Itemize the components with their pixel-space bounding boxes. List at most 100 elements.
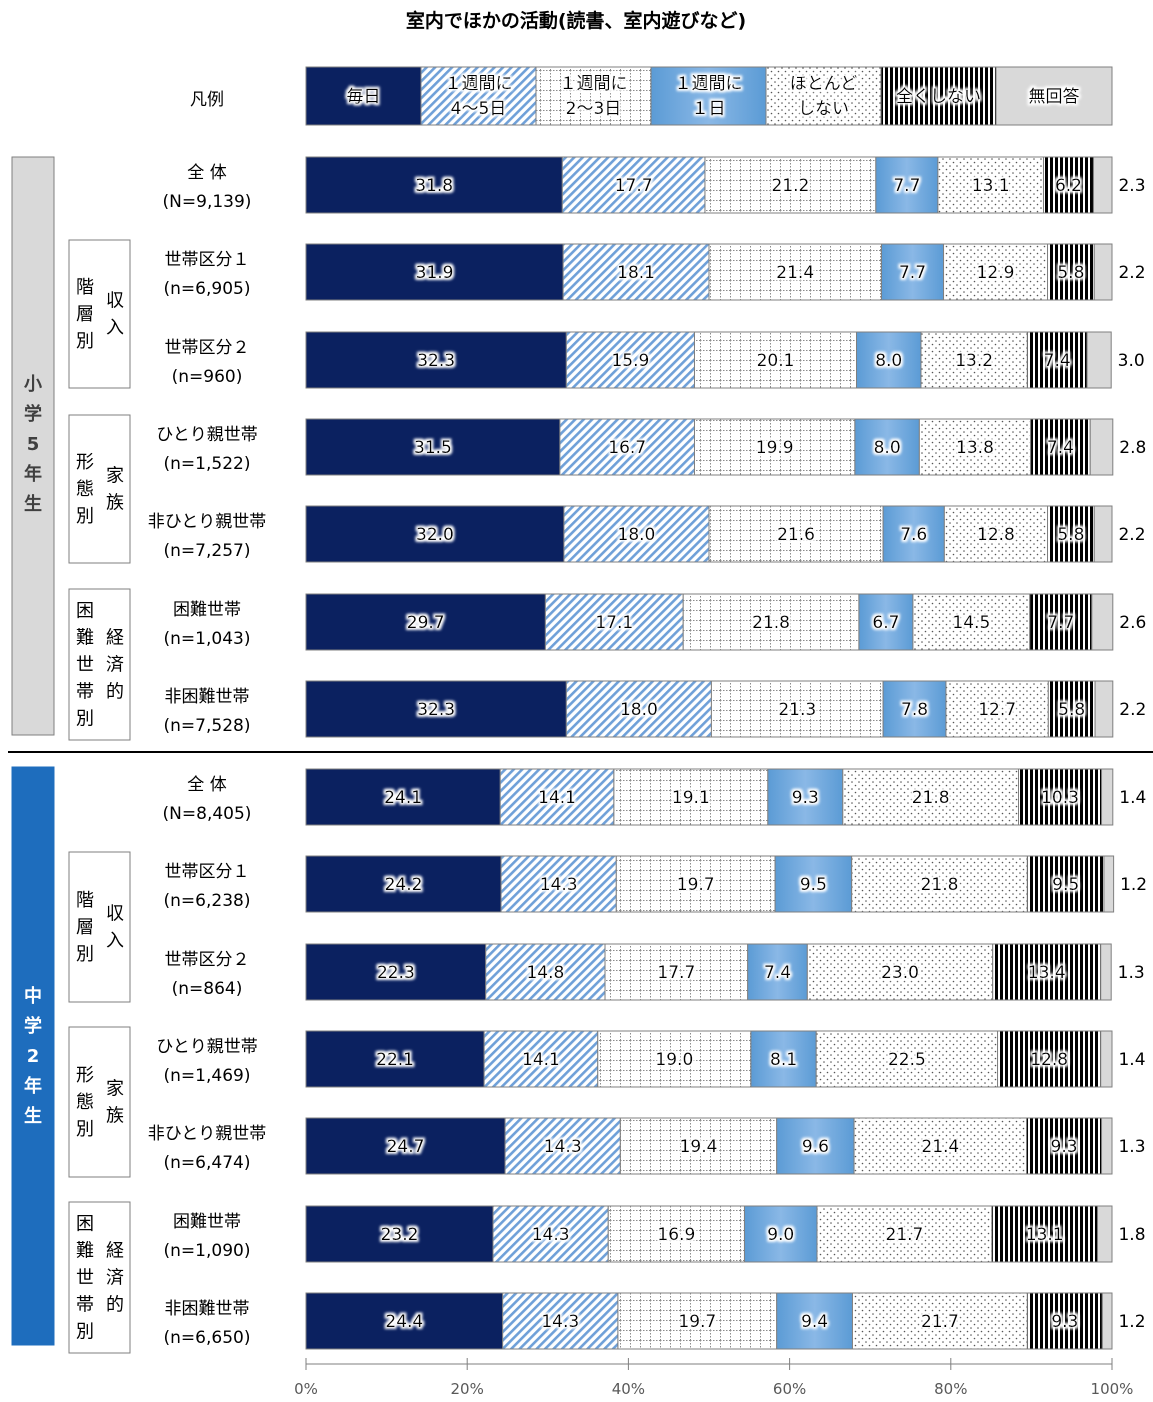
category-group-outer-char: 層: [76, 917, 94, 938]
value-label: 18.1: [617, 263, 655, 283]
category-group-frame: [68, 851, 131, 1003]
value-label: 2.6: [1119, 613, 1146, 633]
category-group-outer-char: 階: [76, 277, 94, 298]
category-group-inner-char: 済: [106, 655, 124, 676]
category-group-outer-char: 態: [76, 1092, 94, 1113]
group-label-char: 学: [24, 1015, 42, 1037]
value-label: 7.7: [893, 176, 920, 196]
category-group-inner-char: 収: [106, 904, 124, 925]
value-label: 14.1: [522, 1050, 560, 1070]
category-group-outer-char: 態: [76, 479, 94, 500]
row-label: 困難世帯: [173, 1212, 241, 1232]
bar-segment: [1026, 855, 1105, 913]
value-label: 16.9: [657, 1225, 695, 1245]
legend-title: 凡例: [190, 90, 224, 110]
legend-item: 無回答: [995, 66, 1113, 126]
row-label: ひとり親世帯: [156, 425, 258, 445]
legend-label: 4～5日: [451, 99, 507, 119]
x-tick-label: 0%: [294, 1380, 318, 1398]
legend-label: 2～3日: [566, 99, 622, 119]
value-label: 9.6: [802, 1137, 829, 1157]
value-label: 21.6: [777, 525, 815, 545]
value-label: 9.0: [767, 1225, 794, 1245]
bar-segment: [816, 1205, 993, 1263]
bar-segment: [305, 768, 501, 826]
category-group-outer-char: 形: [76, 1065, 94, 1086]
group-label-box: [11, 766, 55, 1346]
legend-swatch: [650, 66, 767, 126]
value-label: 6.7: [872, 613, 899, 633]
value-label: 14.3: [544, 1137, 582, 1157]
value-label: 32.3: [417, 700, 455, 720]
bar-segment: [1086, 331, 1112, 389]
x-tick-label: 100%: [1091, 1380, 1134, 1398]
bar-row: 全 体 (N=8,405) 24.1 14.1 19.1 9.3 21.8 10.3 1.4: [163, 768, 1146, 826]
bar-segment: [500, 855, 617, 913]
bar-segment: [305, 680, 567, 738]
value-label: 22.5: [888, 1050, 926, 1070]
value-label: 14.3: [532, 1225, 570, 1245]
group-label-char: 年: [24, 463, 42, 485]
bar-segment: [619, 1117, 778, 1175]
bar-segment: [607, 1205, 745, 1263]
value-label: 21.2: [771, 176, 809, 196]
bar-segment: [774, 855, 853, 913]
legend-swatch: [880, 66, 997, 126]
value-label: 1.3: [1118, 1137, 1145, 1157]
x-tick-label: 80%: [934, 1380, 967, 1398]
value-label: 7.4: [764, 963, 791, 983]
category-group-outer-char: 別: [76, 1322, 94, 1343]
value-label: 9.5: [1052, 875, 1079, 895]
value-label: 3.0: [1118, 351, 1145, 371]
bar-row: 非困難世帯 (n=7,528) 32.3 18.0 21.3 7.8 12.7 5.8 2.2: [164, 680, 1146, 738]
bar-segment: [1094, 680, 1114, 738]
bar-segment: [499, 768, 615, 826]
category-group-outer-char: 階: [76, 890, 94, 911]
row-label: ひとり親世帯: [156, 1037, 258, 1057]
bar-segment: [806, 943, 994, 1001]
group-label-box: [11, 156, 55, 736]
row-label: 世帯区分１: [165, 250, 250, 270]
category-group-outer-char: 帯: [76, 1295, 94, 1316]
category-group-inner-char: 的: [106, 1295, 124, 1316]
bar-segment: [693, 418, 856, 476]
value-label: 31.9: [416, 263, 454, 283]
value-label: 2.2: [1118, 263, 1145, 283]
row-sample-size: (n=6,650): [164, 1328, 251, 1348]
bar-segment: [747, 943, 808, 1001]
bar-segment: [743, 1205, 818, 1263]
value-label: 9.5: [800, 875, 827, 895]
bar-segment: [305, 505, 565, 563]
value-label: 7.4: [1044, 351, 1071, 371]
value-label: 8.1: [770, 1050, 797, 1070]
row-sample-size: (N=8,405): [163, 804, 252, 824]
value-label: 1.2: [1118, 1312, 1145, 1332]
bar-segment: [997, 1030, 1102, 1088]
bar-segment: [1047, 505, 1095, 563]
bar-segment: [875, 156, 939, 214]
value-label: 6.2: [1055, 176, 1082, 196]
value-label: 15.9: [611, 351, 649, 371]
value-label: 32.0: [416, 525, 454, 545]
value-label: 29.7: [407, 613, 445, 633]
bar-segment: [502, 1292, 619, 1350]
bar-segment: [991, 1205, 1098, 1263]
value-label: 8.0: [875, 351, 902, 371]
value-label: 23.2: [381, 1225, 419, 1245]
bar-row: 困難世帯 (n=1,090) 23.2 14.3 16.9 9.0 21.7 13.1 1.8: [164, 1205, 1146, 1263]
value-label: 1.8: [1118, 1225, 1145, 1245]
value-label: 24.4: [385, 1312, 423, 1332]
category-group-inner-char: 族: [106, 493, 124, 514]
row-label: 非困難世帯: [165, 1299, 250, 1319]
bar-row: 困難世帯 (n=1,043) 29.7 17.1 21.8 6.7 14.5 7.7 2.6: [164, 593, 1146, 651]
legend-label: ほとんど: [790, 74, 858, 94]
category-group-frame: [68, 1201, 131, 1354]
value-label: 17.1: [595, 613, 633, 633]
bar-segment: [305, 943, 487, 1001]
bar-row: 非ひとり親世帯 (n=7,257) 32.0 18.0 21.6 7.6 12.8 5.8 2.…: [148, 505, 1146, 563]
bar-row: ひとり親世帯 (n=1,469) 22.1 14.1 19.0 8.1 22.5 12.8 1.…: [156, 1030, 1146, 1088]
bar-segment: [305, 1292, 504, 1350]
value-label: 13.4: [1028, 963, 1066, 983]
